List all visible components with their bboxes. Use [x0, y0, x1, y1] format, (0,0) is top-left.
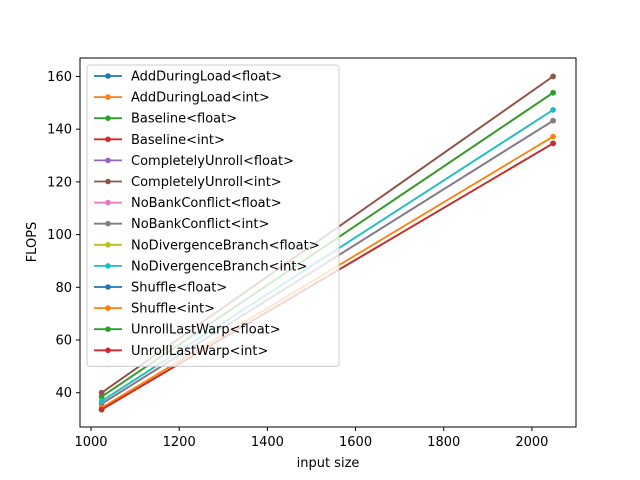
data-point [98, 393, 105, 400]
legend-marker [105, 220, 111, 227]
y-axis: 40 60 80 100 120 140 160 [47, 70, 80, 401]
legend-label: NoBankConflict<int> [131, 217, 269, 232]
data-point [550, 73, 556, 80]
legend-label: AddDuringLoad<int> [131, 91, 270, 106]
legend-label: Baseline<float> [131, 112, 237, 127]
legend-label: NoDivergenceBranch<int> [131, 259, 307, 274]
axes-frame [79, 57, 577, 428]
legend-item: AddDuringLoad<int> [94, 91, 270, 106]
x-tick-label: 1000 [74, 435, 107, 450]
data-point [98, 398, 105, 404]
x-tick-label: 2000 [515, 435, 548, 450]
y-tick-label: 80 [55, 281, 72, 296]
legend-item: NoDivergenceBranch<float> [94, 238, 320, 253]
legend-label: Shuffle<float> [131, 281, 227, 296]
data-point [98, 389, 105, 396]
legend-marker [105, 347, 111, 354]
legend-item: AddDuringLoad<float> [94, 70, 282, 85]
legend: AddDuringLoad<float> AddDuringLoad<int> Ba… [86, 64, 340, 367]
y-tick-label: 40 [55, 386, 72, 401]
legend-marker [105, 178, 111, 185]
legend-label: AddDuringLoad<float> [131, 70, 282, 85]
legend-marker [105, 157, 111, 164]
legend-label: Shuffle<int> [131, 302, 215, 317]
y-tick-label: 160 [47, 70, 72, 85]
x-tick-label: 1400 [251, 435, 284, 450]
legend-item: Baseline<float> [94, 112, 237, 127]
data-point [550, 89, 556, 96]
y-tick-label: 100 [47, 228, 72, 243]
legend-label: CompletelyUnroll<int> [131, 175, 282, 190]
legend-marker [105, 242, 111, 248]
legend-item: Baseline<int> [94, 133, 225, 148]
data-point [550, 133, 556, 140]
legend-label: NoBankConflict<float> [131, 196, 282, 211]
data-point [550, 107, 556, 113]
y-tick-label: 60 [55, 334, 72, 349]
data-point [98, 406, 105, 413]
legend-marker [105, 326, 111, 333]
legend-marker [105, 115, 111, 121]
legend-item: NoBankConflict<float> [94, 196, 282, 211]
legend-item: UnrollLastWarp<float> [94, 323, 281, 338]
legend-item: NoDivergenceBranch<int> [94, 259, 307, 274]
legend-item: Shuffle<int> [94, 302, 215, 317]
legend-box [86, 64, 340, 367]
legend-item: UnrollLastWarp<int> [94, 344, 268, 359]
legend-marker [105, 136, 111, 143]
x-axis-title: input size [297, 456, 360, 471]
legend-marker [105, 284, 111, 290]
data-point [550, 140, 556, 147]
y-tick-label: 140 [47, 123, 72, 138]
legend-item: NoBankConflict<int> [94, 217, 269, 232]
legend-marker [105, 94, 111, 100]
legend-marker [105, 199, 111, 206]
legend-item: CompletelyUnroll<int> [94, 175, 282, 190]
legend-item: Shuffle<float> [94, 281, 227, 296]
legend-label: CompletelyUnroll<float> [131, 154, 294, 169]
legend-marker [105, 263, 111, 269]
data-point [550, 117, 556, 124]
y-tick-label: 120 [47, 175, 72, 190]
legend-label: NoDivergenceBranch<float> [131, 238, 320, 253]
y-axis-title: FLOPS [25, 222, 40, 263]
legend-label: Baseline<int> [131, 133, 225, 148]
legend-label: UnrollLastWarp<int> [131, 344, 268, 359]
x-tick-label: 1200 [163, 435, 196, 450]
legend-item: CompletelyUnroll<float> [94, 154, 294, 169]
legend-marker [105, 73, 111, 79]
x-tick-label: 1600 [339, 435, 372, 450]
legend-marker [105, 305, 111, 311]
x-tick-label: 1800 [427, 435, 460, 450]
x-axis: 1000 1200 1400 1600 1800 2000 [74, 427, 548, 450]
legend-label: UnrollLastWarp<float> [131, 323, 281, 338]
